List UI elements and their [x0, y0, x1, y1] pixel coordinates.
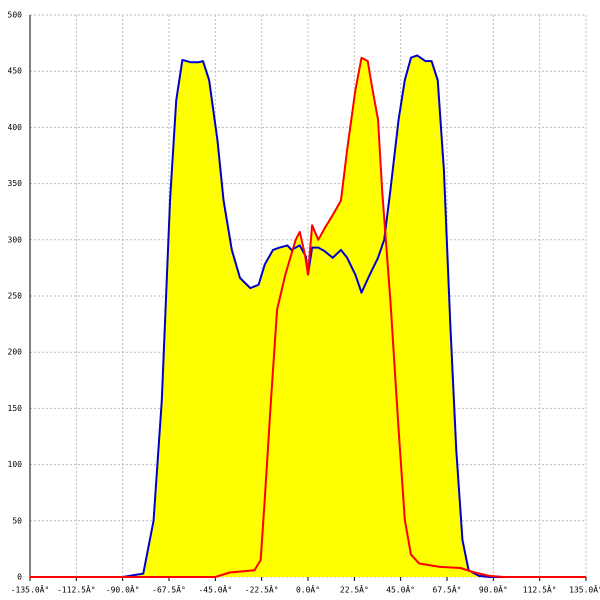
x-tick-label: 0.0Â° [296, 584, 320, 595]
y-tick-label: 50 [12, 516, 22, 525]
y-tick-label: 100 [8, 460, 23, 469]
y-tick-label: 450 [8, 67, 23, 76]
y-tick-label: 300 [8, 235, 23, 244]
x-tick-label: 67.5Â° [433, 584, 462, 595]
area-fill [30, 57, 586, 578]
x-tick-label: -45.0Â° [198, 584, 232, 595]
x-tick-label: 45.0Â° [386, 584, 415, 595]
line [30, 54, 586, 578]
y-tick-label: 0 [17, 573, 22, 582]
x-tick-label: -112.5Â° [57, 584, 96, 595]
x-tick-label: -135.0Â° [11, 584, 50, 595]
x-tick-label: 112.5Â° [523, 584, 557, 595]
x-tick-label: -90.0Â° [106, 584, 140, 595]
x-tick-label: -22.5Â° [245, 584, 279, 595]
y-tick-label: 350 [8, 179, 23, 188]
line [30, 56, 586, 578]
y-tick-label: 400 [8, 123, 23, 132]
x-tick-label: -67.5Â° [152, 584, 186, 595]
x-tick-label: 22.5Â° [340, 584, 369, 595]
y-tick-label: 200 [8, 348, 23, 357]
x-tick-label: 135.0Â° [569, 584, 600, 595]
y-tick-label: 500 [8, 11, 23, 20]
x-tick-label: 90.0Â° [479, 584, 508, 595]
y-tick-label: 150 [8, 404, 23, 413]
y-tick-label: 250 [8, 292, 23, 301]
